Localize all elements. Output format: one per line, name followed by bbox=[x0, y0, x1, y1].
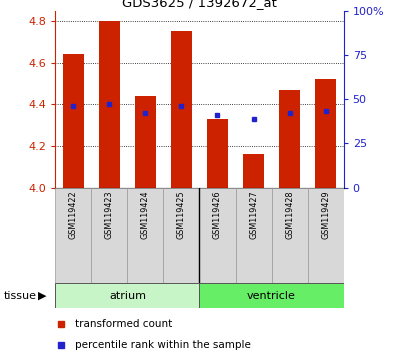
Bar bbox=[207, 119, 228, 188]
Bar bbox=[62, 55, 84, 188]
Text: atrium: atrium bbox=[109, 291, 146, 301]
Text: GSM119427: GSM119427 bbox=[249, 190, 258, 239]
Text: ▶: ▶ bbox=[38, 291, 46, 301]
Text: ventricle: ventricle bbox=[247, 291, 296, 301]
Bar bbox=[127, 188, 164, 283]
Text: percentile rank within the sample: percentile rank within the sample bbox=[75, 340, 251, 350]
Bar bbox=[279, 90, 300, 188]
Bar bbox=[243, 154, 264, 188]
Bar bbox=[308, 188, 344, 283]
Text: tissue: tissue bbox=[4, 291, 37, 301]
Bar bbox=[199, 283, 344, 308]
Text: transformed count: transformed count bbox=[75, 319, 173, 329]
Text: GSM119426: GSM119426 bbox=[213, 190, 222, 239]
Title: GDS3625 / 1392672_at: GDS3625 / 1392672_at bbox=[122, 0, 277, 10]
Bar bbox=[55, 188, 91, 283]
Bar bbox=[199, 188, 235, 283]
Text: GSM119424: GSM119424 bbox=[141, 190, 150, 239]
Bar bbox=[164, 188, 199, 283]
Bar bbox=[235, 188, 272, 283]
Text: GSM119423: GSM119423 bbox=[105, 190, 114, 239]
Text: GSM119422: GSM119422 bbox=[69, 190, 78, 239]
Text: GSM119425: GSM119425 bbox=[177, 190, 186, 239]
Bar bbox=[135, 96, 156, 188]
Bar bbox=[272, 188, 308, 283]
Text: GSM119429: GSM119429 bbox=[321, 190, 330, 239]
Bar bbox=[315, 79, 337, 188]
Bar bbox=[99, 21, 120, 188]
Bar bbox=[171, 32, 192, 188]
Bar bbox=[91, 188, 127, 283]
Bar bbox=[55, 283, 199, 308]
Text: GSM119428: GSM119428 bbox=[285, 190, 294, 239]
